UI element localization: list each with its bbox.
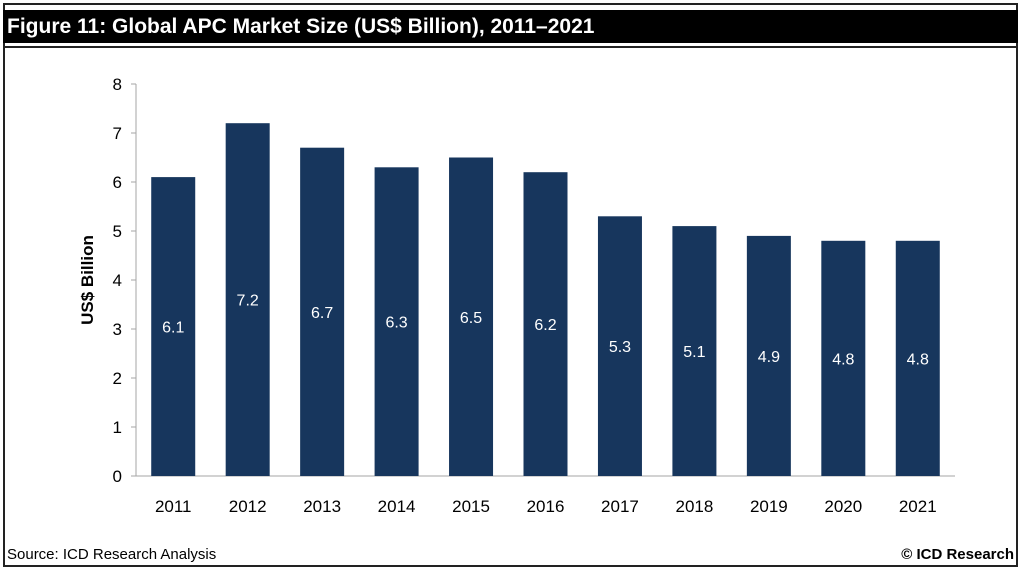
data-label-2012: 7.2 xyxy=(237,293,259,310)
y-tick-label: 1 xyxy=(113,418,122,437)
x-tick-label: 2013 xyxy=(303,497,341,516)
data-label-2020: 4.8 xyxy=(832,351,854,368)
bar-2020 xyxy=(821,240,866,476)
bar-2018 xyxy=(672,226,717,476)
x-tick-label: 2016 xyxy=(527,497,565,516)
data-label-2018: 5.1 xyxy=(683,344,705,361)
bar-2014 xyxy=(374,167,419,477)
y-axis-title: US$ Billion xyxy=(78,235,97,325)
y-tick-label: 5 xyxy=(113,222,122,241)
bar-2012 xyxy=(225,123,270,476)
title-divider xyxy=(3,46,1018,48)
data-label-2017: 5.3 xyxy=(609,339,631,356)
bar-2011 xyxy=(151,177,196,476)
bar-2021 xyxy=(895,240,940,476)
y-tick-label: 7 xyxy=(113,124,122,143)
figure-frame xyxy=(3,3,1018,567)
y-tick-label: 3 xyxy=(113,320,122,339)
y-tick-label: 6 xyxy=(113,173,122,192)
x-tick-label: 2020 xyxy=(824,497,862,516)
data-label-2011: 6.1 xyxy=(162,320,184,337)
data-label-2016: 6.2 xyxy=(534,317,556,334)
copyright-note: © ICD Research xyxy=(901,546,1014,563)
bar-2016 xyxy=(523,172,568,476)
x-tick-label: 2015 xyxy=(452,497,490,516)
x-tick-label: 2018 xyxy=(675,497,713,516)
x-tick-label: 2021 xyxy=(899,497,937,516)
x-tick-label: 2014 xyxy=(378,497,416,516)
x-tick-label: 2019 xyxy=(750,497,788,516)
figure-title: Figure 11: Global APC Market Size (US$ B… xyxy=(3,10,1018,43)
y-tick-label: 0 xyxy=(113,467,122,486)
bar-2019 xyxy=(746,235,791,476)
source-note: Source: ICD Research Analysis xyxy=(7,546,217,563)
bar-2015 xyxy=(449,157,494,476)
data-label-2019: 4.9 xyxy=(758,349,780,366)
data-label-2015: 6.5 xyxy=(460,310,482,327)
data-label-2021: 4.8 xyxy=(907,351,929,368)
y-tick-label: 8 xyxy=(113,75,122,94)
bar-2013 xyxy=(300,147,345,476)
x-tick-label: 2017 xyxy=(601,497,639,516)
bar-2017 xyxy=(597,216,642,477)
y-tick-label: 2 xyxy=(113,369,122,388)
data-label-2013: 6.7 xyxy=(311,305,333,322)
x-tick-label: 2011 xyxy=(155,497,192,516)
x-tick-label: 2012 xyxy=(229,497,267,516)
y-tick-label: 4 xyxy=(113,271,122,290)
data-label-2014: 6.3 xyxy=(385,315,407,332)
